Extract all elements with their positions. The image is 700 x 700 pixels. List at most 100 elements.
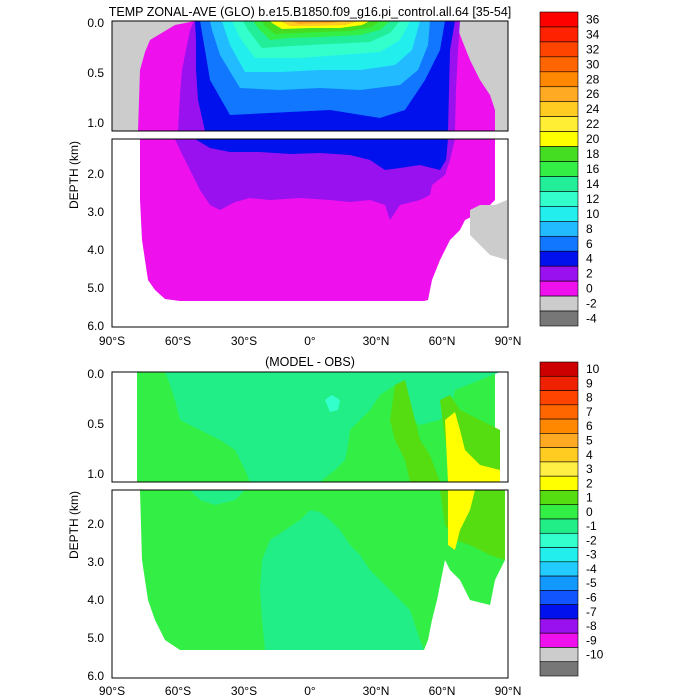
colorbar-label: 20: [586, 132, 600, 146]
colorbar-swatch: [539, 191, 579, 207]
region-0-to-minus-1: [260, 510, 424, 650]
colorbar-label: 10: [586, 362, 600, 376]
colorbar-swatch: [539, 41, 579, 58]
y-tick-label: 0.0: [87, 367, 104, 381]
x-tick-label: 60°N: [429, 334, 456, 348]
colorbar-label: -4: [586, 312, 597, 326]
colorbar-swatch: [539, 590, 579, 605]
region-6-to-4: [195, 139, 448, 170]
region-26-to-24: [292, 21, 345, 24]
colorbar-label: 8: [586, 222, 593, 236]
colorbar-swatch: [539, 56, 579, 73]
y-tick-label: 5.0: [87, 631, 104, 645]
colorbar-label: 24: [586, 102, 600, 116]
y-tick-label: 2.0: [87, 167, 104, 181]
colorbar-swatch: [539, 404, 579, 420]
x-ticks: 90°S 60°S 30°S 0° 30°N 60°N 90°N: [99, 334, 521, 348]
colorbar-swatch: [539, 11, 579, 28]
colorbar-swatch: [539, 361, 579, 377]
colorbar-swatch: [539, 532, 579, 548]
colorbar-swatch: [539, 280, 579, 297]
colorbar-swatch: [539, 504, 579, 520]
upper-subpanel-fill: [111, 20, 509, 132]
colorbar-label: 7: [586, 405, 593, 419]
colorbar-swatch: [539, 161, 579, 177]
colorbar-label: 2: [586, 476, 593, 490]
lower-subpanel-fill: [111, 489, 509, 679]
colorbar-swatch: [539, 131, 579, 147]
y-axis-label: DEPTH (km): [67, 491, 81, 559]
colorbar-label: -1: [586, 519, 597, 533]
lower-frame: [111, 489, 509, 679]
colorbar-swatch: [539, 647, 579, 663]
colorbar-label: -10: [586, 648, 604, 662]
colorbar-label: -4: [586, 562, 597, 576]
y-tick-label: 4.0: [87, 243, 104, 257]
region-1-to-0-small: [137, 372, 230, 482]
region-3-to-2: [448, 490, 475, 550]
colorbar-swatch: [539, 418, 579, 434]
y-ticks: 0.0 0.5 1.0 2.0 3.0 4.0 5.0 6.0: [87, 16, 104, 333]
colorbar-label: 22: [586, 117, 600, 131]
colorbar-label: 28: [586, 72, 600, 86]
x-ticks: 90°S 60°S 30°S 0° 30°N 60°N 90°N: [99, 684, 521, 698]
upper-subpanel-fill: [111, 371, 509, 483]
y-tick-label: 3.0: [87, 205, 104, 219]
region-2-to-1: [390, 380, 440, 482]
x-tick-label: 30°S: [231, 684, 257, 698]
x-tick-label: 90°S: [99, 334, 125, 348]
y-tick-label: 0.5: [87, 417, 104, 431]
colorbar-label: 6: [586, 419, 593, 433]
y-tick-label: 3.0: [87, 555, 104, 569]
colorbar-swatch: [539, 310, 579, 327]
colorbar-label: 12: [586, 192, 600, 206]
land-mask-right: [470, 200, 507, 260]
region-minus-1-small: [190, 490, 245, 505]
colorbar-label: 6: [586, 237, 593, 251]
y-axis-label: DEPTH (km): [67, 141, 81, 209]
colorbar-swatch: [539, 295, 579, 312]
colorbar-label: 14: [586, 177, 600, 191]
colorbar-swatch: [539, 518, 579, 534]
colorbar-swatch: [539, 221, 579, 237]
colorbar-swatch: [539, 71, 579, 88]
x-tick-label: 90°S: [99, 684, 125, 698]
colorbar-swatch: [539, 547, 579, 563]
x-tick-label: 0°: [304, 334, 316, 348]
y-ticks: 0.0 0.5 1.0 2.0 3.0 4.0 5.0 6.0: [87, 367, 104, 683]
colorbar-swatch: [539, 176, 579, 192]
colorbar-swatch: [539, 632, 579, 648]
panel-model-minus-obs: (MODEL - OBS) DEPTH (km) 0.0 0.5 1.0: [67, 355, 604, 698]
colorbar-swatch: [539, 575, 579, 591]
colorbar-label: 3: [586, 462, 593, 476]
colorbar-swatch: [539, 390, 579, 406]
panel-temperature: TEMP ZONAL-AVE (GLO) b.e15.B1850.f09_g16…: [67, 5, 600, 348]
colorbar-label: 26: [586, 87, 600, 101]
x-tick-label: 30°N: [363, 684, 390, 698]
colorbar-swatch: [539, 561, 579, 577]
x-tick-label: 30°S: [231, 334, 257, 348]
colorbar-label: 9: [586, 376, 593, 390]
colorbar-swatch: [539, 250, 579, 267]
colorbar-label: 10: [586, 207, 600, 221]
upper-frame: [111, 20, 509, 132]
colorbar-swatch: [539, 26, 579, 43]
colorbar-swatch: [539, 461, 579, 477]
y-tick-label: 2.0: [87, 517, 104, 531]
colorbar-label: 5: [586, 434, 593, 448]
colorbar-label: 2: [586, 267, 593, 281]
colorbar-swatch: [539, 661, 579, 677]
colorbar-label: 4: [586, 448, 593, 462]
x-tick-label: 90°N: [495, 334, 522, 348]
x-tick-label: 60°S: [165, 334, 191, 348]
chart-title: TEMP ZONAL-AVE (GLO) b.e15.B1850.f09_g16…: [109, 5, 512, 19]
colorbar-label: -5: [586, 576, 597, 590]
colorbar-swatch: [539, 604, 579, 620]
lower-subpanel-fill: [111, 138, 509, 328]
colorbar-label: -9: [586, 633, 597, 647]
colorbar-swatch: [539, 475, 579, 491]
colorbar-label: 18: [586, 147, 600, 161]
colorbar-label: -3: [586, 548, 597, 562]
